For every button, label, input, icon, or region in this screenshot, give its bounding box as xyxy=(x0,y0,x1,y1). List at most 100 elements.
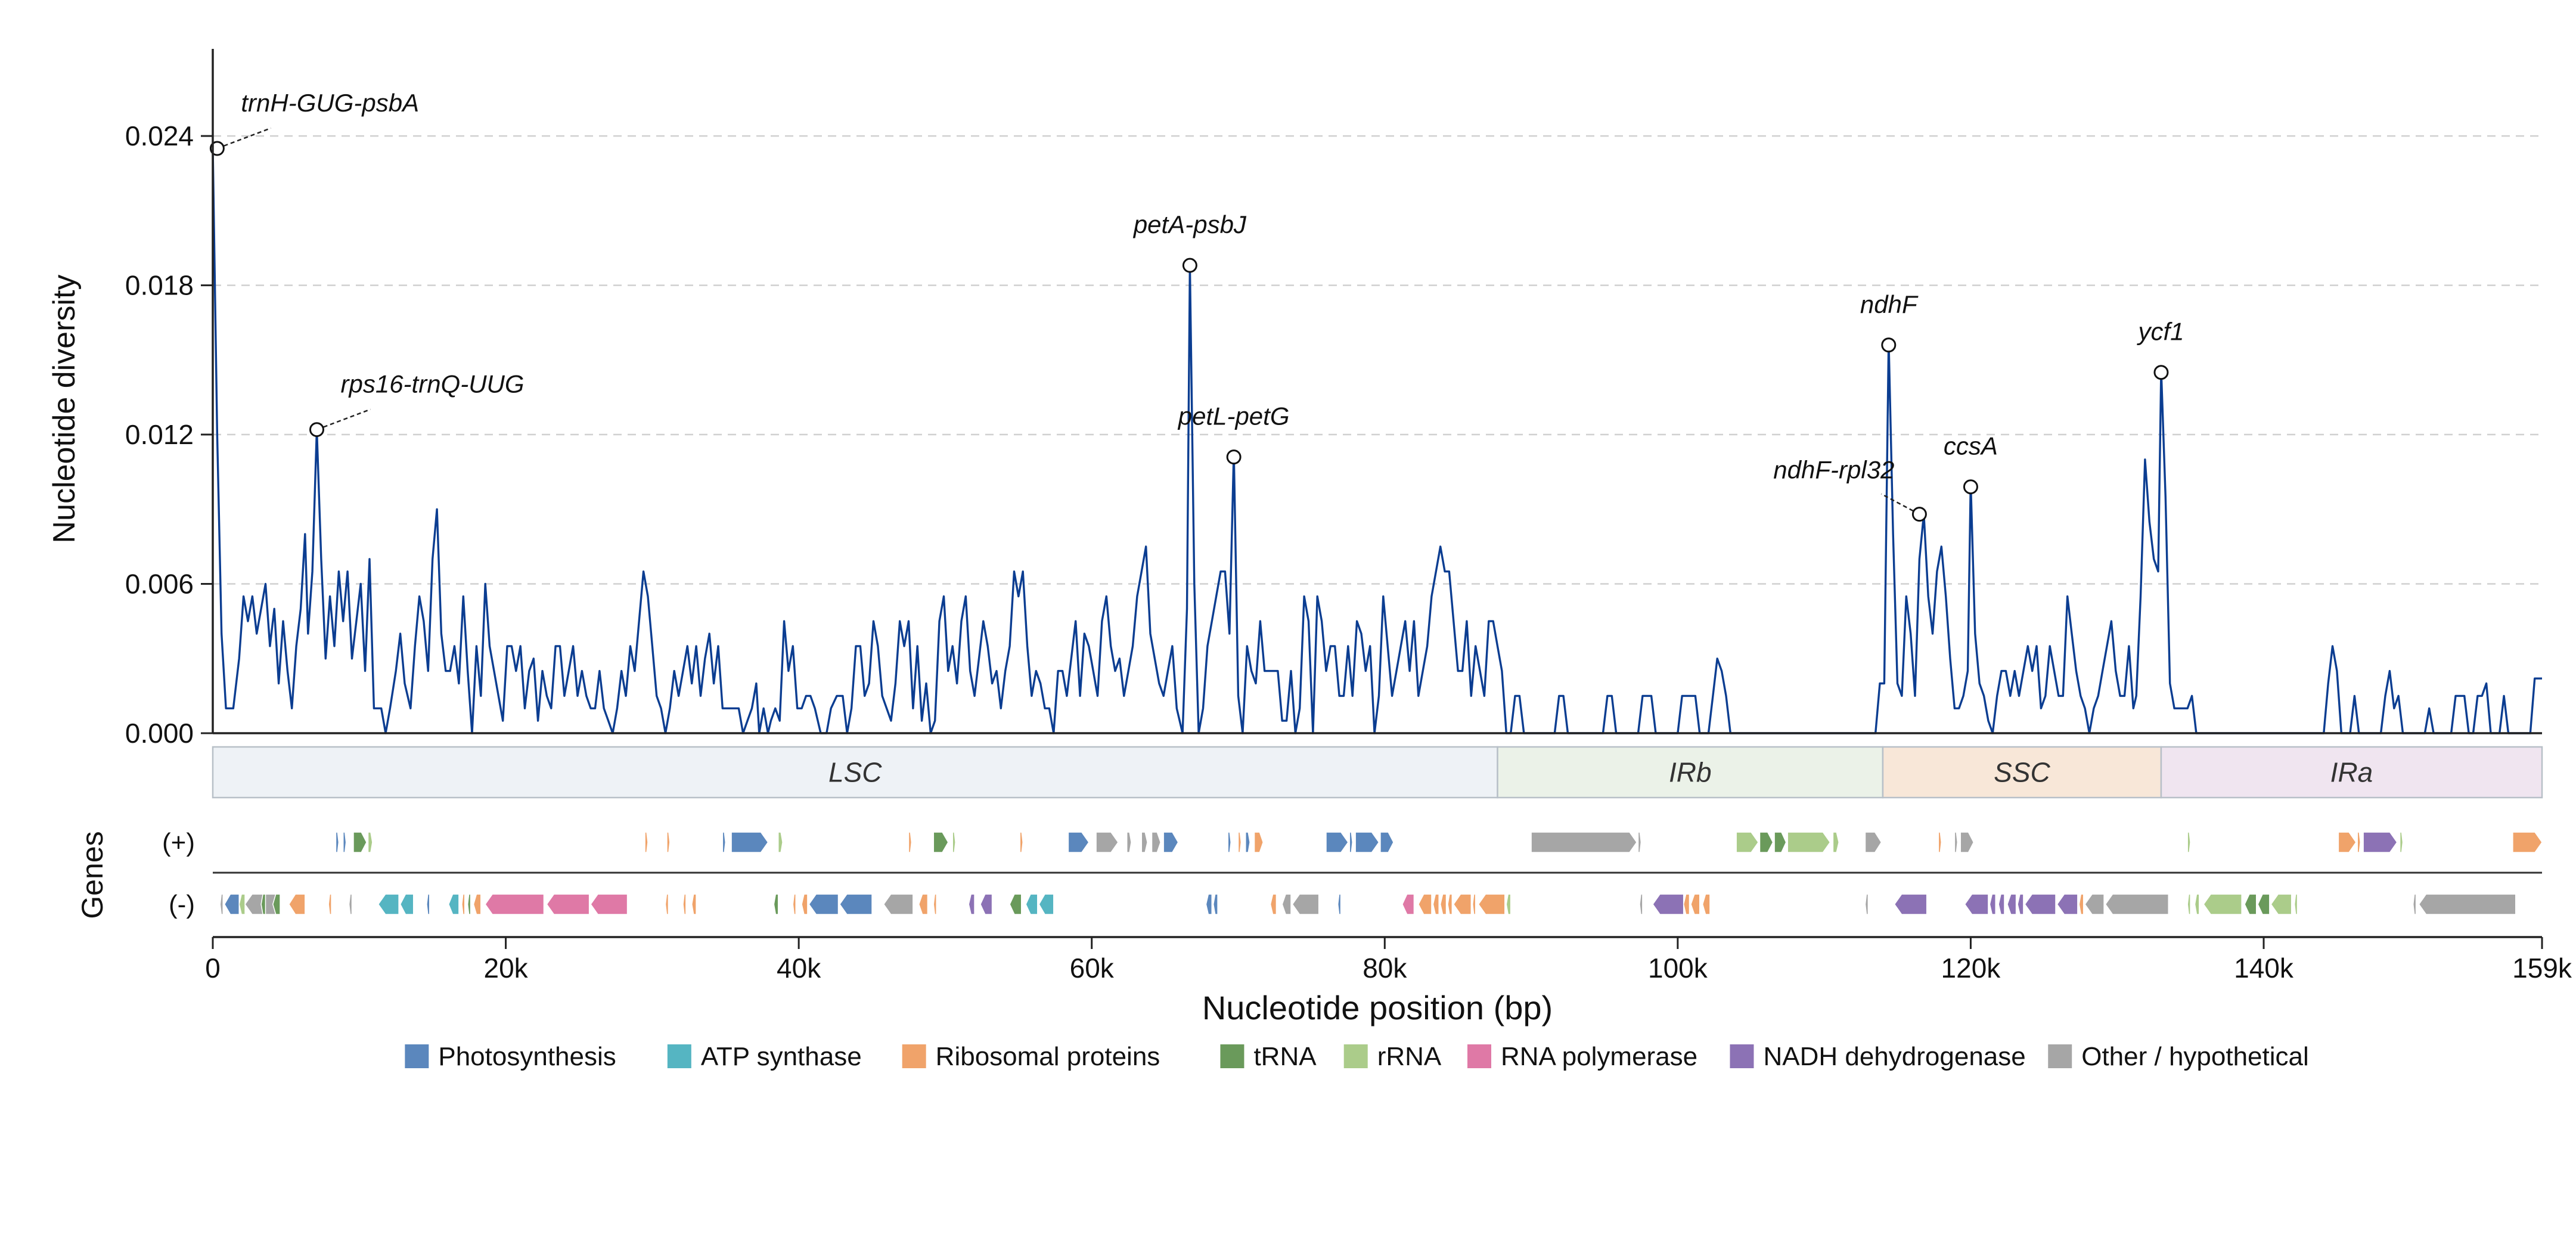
gene-block xyxy=(1349,832,1353,853)
x-tick-label: 20k xyxy=(483,953,528,984)
gene-block xyxy=(1832,832,1839,853)
diversity-line xyxy=(212,148,2542,734)
gene-block xyxy=(968,894,975,915)
gene-block xyxy=(1126,832,1132,853)
gene-block xyxy=(773,894,779,915)
gene-block xyxy=(682,894,687,915)
y-tick-label: 0.006 xyxy=(125,569,194,600)
gene-block xyxy=(666,832,671,853)
legend-label: NADH dehydrogenase xyxy=(1763,1042,2025,1071)
gene-block xyxy=(473,894,482,915)
gene-block xyxy=(1964,894,1989,915)
peak-label: petL-petG xyxy=(1177,402,1290,430)
gene-tracks xyxy=(219,832,2543,915)
legend-label: Ribosomal proteins xyxy=(936,1042,1160,1071)
gene-block xyxy=(1531,832,1637,853)
gene-block xyxy=(1380,832,1394,853)
region-label: IRb xyxy=(1669,757,1712,788)
gene-block xyxy=(2244,894,2257,915)
legend-swatch xyxy=(1220,1044,1244,1068)
gene-block xyxy=(335,832,340,853)
gene-block xyxy=(448,894,460,915)
gene-block xyxy=(1998,894,2005,915)
gene-block xyxy=(731,832,769,853)
x-tick-label: 140k xyxy=(2234,953,2294,984)
gene-block xyxy=(485,894,545,915)
gene-block xyxy=(933,832,949,853)
gene-block xyxy=(2056,894,2078,915)
gene-block xyxy=(2105,894,2169,915)
gene-block xyxy=(1245,832,1250,853)
gene-block xyxy=(1506,894,1512,915)
gene-block xyxy=(1163,832,1179,853)
peak-marker xyxy=(309,422,325,438)
gene-block xyxy=(1639,894,1643,915)
y-tick-label: 0.018 xyxy=(125,270,194,301)
x-tick-label: 120k xyxy=(1941,953,2001,984)
legend-label: ATP synthase xyxy=(701,1042,862,1071)
genes-track-title: Genes xyxy=(76,831,109,919)
x-tick-label: 80k xyxy=(1363,953,1407,984)
gene-block xyxy=(1237,832,1242,853)
gene-block xyxy=(1212,894,1218,915)
legend-swatch xyxy=(405,1044,429,1068)
peak-leader-line xyxy=(216,127,271,150)
gene-block xyxy=(1774,832,1787,853)
genome-regions: LSC IRb SSC IRa xyxy=(212,746,2543,799)
peak-label: ndhF-rpl32 xyxy=(1773,456,1894,484)
region-lsc xyxy=(212,746,1498,799)
legend-label: Photosynthesis xyxy=(438,1042,616,1071)
gene-block xyxy=(691,894,697,915)
gene-block xyxy=(2078,894,2084,915)
gene-block xyxy=(1447,894,1453,915)
legend-swatch xyxy=(1467,1044,1491,1068)
gene-block xyxy=(1270,894,1277,915)
peak-label: trnH-GUG-psbA xyxy=(241,89,419,117)
gene-block xyxy=(467,894,471,915)
gene-block xyxy=(2203,894,2242,915)
peak-marker xyxy=(1911,507,1927,522)
gene-block xyxy=(839,894,873,915)
legend-swatch xyxy=(902,1044,926,1068)
gene-block xyxy=(644,832,648,853)
peak-marker xyxy=(1881,337,1897,353)
gene-block xyxy=(288,894,306,915)
legend-swatch xyxy=(667,1044,691,1068)
gene-block xyxy=(1337,894,1342,915)
minus-strand-label: (-) xyxy=(169,890,195,919)
region-label: SSC xyxy=(1994,757,2050,788)
legend-swatch xyxy=(1343,1044,1368,1068)
gene-block xyxy=(1864,894,1869,915)
gene-block xyxy=(1938,832,1942,853)
gene-block xyxy=(2270,894,2292,915)
gene-block xyxy=(348,894,353,915)
gene-block xyxy=(1432,894,1439,915)
gene-block xyxy=(2084,894,2105,915)
x-tick-label: 0 xyxy=(205,953,221,984)
gene-block xyxy=(377,894,399,915)
gene-block xyxy=(1292,894,1320,915)
gene-block xyxy=(328,894,332,915)
gene-block xyxy=(918,894,929,915)
gene-block xyxy=(2399,832,2404,853)
gene-block xyxy=(2017,894,2024,915)
legend-label: RNA polymerase xyxy=(1501,1042,1697,1071)
peak-label: rps16-trnQ-UUG xyxy=(341,370,524,398)
peak-annotations: trnH-GUG-psbA rps16-trnQ-UUG petA-psbJ petL… xyxy=(209,89,2184,522)
gene-block xyxy=(2187,832,2191,853)
gene-block xyxy=(1326,832,1349,853)
x-axis-title: Nucleotide position (bp) xyxy=(1202,989,1553,1026)
peak-label: ccsA xyxy=(1944,432,1998,460)
peak-leader-line xyxy=(316,408,371,430)
region-ira xyxy=(2160,746,2543,799)
gene-block xyxy=(933,894,937,915)
region-label: LSC xyxy=(828,757,882,788)
gene-block xyxy=(2187,894,2191,915)
gene-block xyxy=(238,894,246,915)
legend-swatch xyxy=(2048,1044,2072,1068)
legend-label: Other / hypothetical xyxy=(2081,1042,2309,1071)
gene-block xyxy=(224,894,240,915)
gene-block xyxy=(1702,894,1711,915)
gene-block xyxy=(1683,894,1690,915)
